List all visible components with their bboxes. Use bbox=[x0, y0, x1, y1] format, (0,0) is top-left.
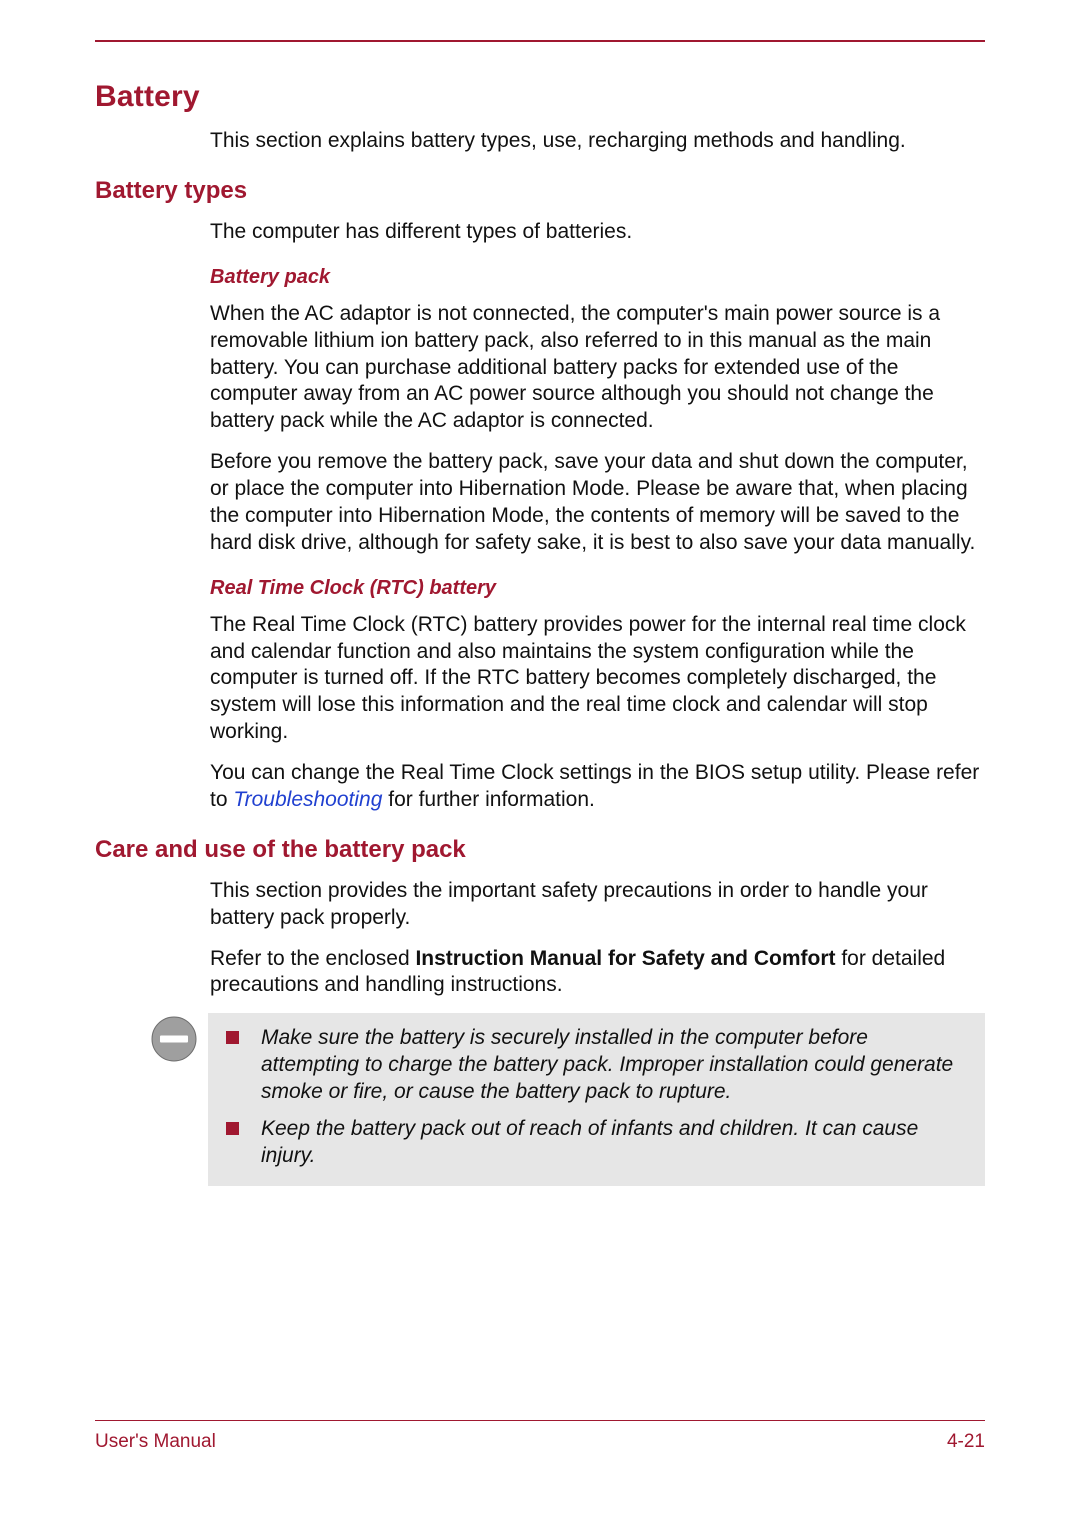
page-footer: User's Manual 4-21 bbox=[95, 1420, 985, 1453]
bullet-icon bbox=[226, 1122, 239, 1135]
footer-left: User's Manual bbox=[95, 1431, 216, 1453]
caution-content: Make sure the battery is securely instal… bbox=[208, 1013, 985, 1185]
heading-battery: Battery bbox=[95, 80, 985, 114]
pack-paragraph-2: Before you remove the battery pack, save… bbox=[210, 449, 985, 557]
care-paragraph-1: This section provides the important safe… bbox=[210, 878, 985, 932]
footer-row: User's Manual 4-21 bbox=[95, 1431, 985, 1453]
bullet-icon bbox=[226, 1031, 239, 1044]
intro-paragraph: This section explains battery types, use… bbox=[210, 128, 985, 155]
caution-list: Make sure the battery is securely instal… bbox=[226, 1025, 967, 1169]
rtc-p2-post: for further information. bbox=[382, 788, 594, 811]
troubleshooting-link[interactable]: Troubleshooting bbox=[233, 788, 382, 811]
care-p2-pre: Refer to the enclosed bbox=[210, 947, 415, 970]
footer-rule bbox=[95, 1420, 985, 1421]
rtc-paragraph-1: The Real Time Clock (RTC) battery provid… bbox=[210, 612, 985, 746]
caution-item: Keep the battery pack out of reach of in… bbox=[226, 1116, 967, 1170]
care-paragraph-2: Refer to the enclosed Instruction Manual… bbox=[210, 946, 985, 1000]
caution-text-2: Keep the battery pack out of reach of in… bbox=[261, 1116, 967, 1170]
heading-care-use: Care and use of the battery pack bbox=[95, 836, 985, 864]
manual-page: Battery This section explains battery ty… bbox=[0, 0, 1080, 1521]
heading-battery-types: Battery types bbox=[95, 177, 985, 205]
footer-right: 4-21 bbox=[947, 1431, 985, 1453]
types-intro: The computer has different types of batt… bbox=[210, 219, 985, 246]
heading-rtc-battery: Real Time Clock (RTC) battery bbox=[210, 577, 985, 600]
top-rule bbox=[95, 40, 985, 42]
pack-paragraph-1: When the AC adaptor is not connected, th… bbox=[210, 301, 985, 435]
do-not-icon bbox=[150, 1015, 198, 1063]
caution-note: Make sure the battery is securely instal… bbox=[150, 1013, 985, 1185]
rtc-paragraph-2: You can change the Real Time Clock setti… bbox=[210, 760, 985, 814]
caution-text-1: Make sure the battery is securely instal… bbox=[261, 1025, 967, 1106]
heading-battery-pack: Battery pack bbox=[210, 266, 985, 289]
care-p2-bold: Instruction Manual for Safety and Comfor… bbox=[415, 947, 835, 970]
caution-item: Make sure the battery is securely instal… bbox=[226, 1025, 967, 1106]
